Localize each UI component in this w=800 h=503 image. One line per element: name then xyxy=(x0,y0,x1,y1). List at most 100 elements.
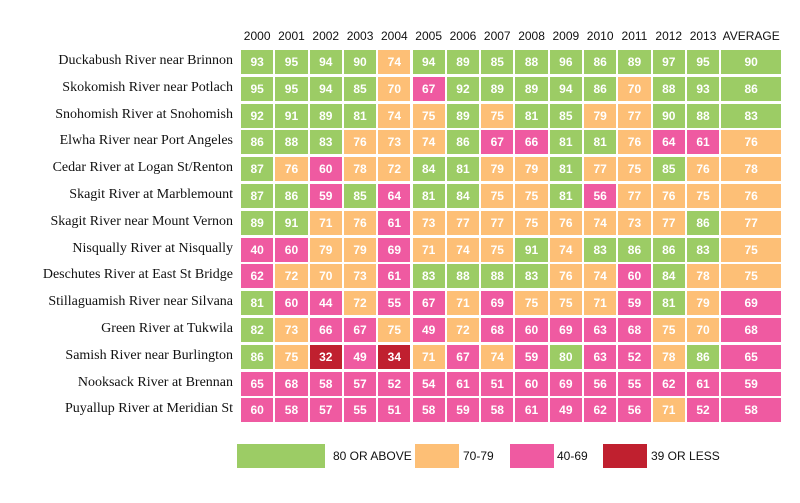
row-label: Elwha River near Port Angeles xyxy=(59,133,233,149)
row-label: Duckabush River near Brinnon xyxy=(58,53,233,68)
heatmap-cell: 83 xyxy=(686,237,720,262)
heatmap-cell: 52 xyxy=(618,344,651,369)
heatmap-cell: 72 xyxy=(378,157,411,182)
heatmap-cell: 75 xyxy=(412,103,445,128)
heatmap-cell: 75 xyxy=(481,237,514,262)
heatmap-cell: 76 xyxy=(652,184,685,208)
heatmap-cell: 60 xyxy=(618,264,651,289)
heatmap-cell: 57 xyxy=(309,398,342,423)
heatmap-cell: 88 xyxy=(652,76,685,101)
heatmap-cell: 79 xyxy=(515,157,548,182)
heatmap-cell: 61 xyxy=(446,371,480,396)
heatmap-cell: 86 xyxy=(241,344,274,369)
heatmap-cell: 71 xyxy=(412,237,445,262)
heatmap-cell: 70 xyxy=(686,318,720,342)
legend-swatch xyxy=(603,444,647,468)
heatmap-cell: 63 xyxy=(584,318,617,342)
legend-swatch xyxy=(510,444,554,468)
row-label: Skagit River at Marblemount xyxy=(69,187,233,202)
heatmap-cell: 62 xyxy=(652,371,685,396)
heatmap-cell: 76 xyxy=(686,157,720,182)
heatmap-cell: 88 xyxy=(515,50,548,74)
heatmap-cell: 55 xyxy=(343,398,377,423)
heatmap-cell: 89 xyxy=(481,76,514,101)
heatmap-cell: 75 xyxy=(481,103,514,128)
row-label: Skagit River near Mount Vernon xyxy=(50,213,234,229)
heatmap-cell: 66 xyxy=(515,130,548,155)
heatmap-cell: 77 xyxy=(618,103,651,128)
heatmap-cell: 58 xyxy=(481,398,514,423)
heatmap-cell: 77 xyxy=(446,210,480,235)
heatmap-cell: 75 xyxy=(515,184,548,208)
heatmap-cell: 61 xyxy=(378,264,411,289)
heatmap-cell: 58 xyxy=(721,398,782,423)
heatmap-cell: 67 xyxy=(412,76,445,101)
legend-label: 40-69 xyxy=(557,449,588,463)
heatmap-cell: 86 xyxy=(241,130,274,155)
heatmap-cell: 97 xyxy=(652,50,685,74)
heatmap-cell: 78 xyxy=(652,344,685,369)
heatmap-cell: 85 xyxy=(343,184,377,208)
heatmap-cell: 76 xyxy=(343,130,377,155)
heatmap-cell: 83 xyxy=(584,237,617,262)
heatmap-cell: 86 xyxy=(584,50,617,74)
heatmap-cell: 74 xyxy=(584,210,617,235)
heatmap-cell: 76 xyxy=(549,210,582,235)
heatmap-cell: 85 xyxy=(343,76,377,101)
heatmap-cell: 67 xyxy=(481,130,514,155)
heatmap-cell: 44 xyxy=(309,291,342,316)
heatmap-cell: 72 xyxy=(275,264,308,289)
heatmap-cell: 94 xyxy=(549,76,582,101)
column-header: 2008 xyxy=(518,29,545,43)
heatmap-cell: 79 xyxy=(343,237,377,262)
heatmap-cell: 75 xyxy=(515,210,548,235)
heatmap-cell: 69 xyxy=(549,318,582,342)
heatmap-cell: 49 xyxy=(412,318,445,342)
row-label: Stillaguamish River near Silvana xyxy=(48,294,233,310)
heatmap-cell: 90 xyxy=(343,50,377,74)
heatmap-cell: 70 xyxy=(618,76,651,101)
heatmap-cell: 60 xyxy=(275,237,308,262)
heatmap-cell: 85 xyxy=(481,50,514,74)
heatmap-cell: 93 xyxy=(241,50,274,74)
heatmap-cell: 75 xyxy=(721,264,782,289)
heatmap-cell: 80 xyxy=(549,344,582,369)
heatmap-cell: 96 xyxy=(549,50,582,74)
heatmap-cell: 81 xyxy=(584,130,617,155)
heatmap-cell: 75 xyxy=(515,291,548,316)
heatmap-cell: 68 xyxy=(721,318,782,342)
heatmap-cell: 74 xyxy=(378,50,411,74)
heatmap-cell: 79 xyxy=(686,291,720,316)
heatmap-cell: 62 xyxy=(584,398,617,423)
heatmap-cell: 72 xyxy=(343,291,377,316)
column-header: 2007 xyxy=(483,29,511,43)
heatmap-cell: 73 xyxy=(343,264,377,289)
row-label: Snohomish River at Snohomish xyxy=(55,106,233,122)
legend-label: 39 OR LESS xyxy=(651,449,720,463)
heatmap-cell: 79 xyxy=(481,157,514,182)
heatmap-cell: 84 xyxy=(446,184,480,208)
heatmap-cell: 64 xyxy=(378,184,411,208)
heatmap-cell: 73 xyxy=(412,210,445,235)
heatmap-cell: 76 xyxy=(275,157,308,182)
heatmap-cell: 86 xyxy=(686,210,720,235)
heatmap-cell: 75 xyxy=(686,184,720,208)
heatmap-cell: 79 xyxy=(309,237,342,262)
heatmap-cell: 90 xyxy=(721,50,782,74)
heatmap-cell: 58 xyxy=(309,371,342,396)
row-label: Nisqually River at Nisqually xyxy=(72,240,233,256)
column-header: AVERAGE xyxy=(722,29,780,43)
heatmap-cell: 76 xyxy=(343,210,377,235)
heatmap-cell: 84 xyxy=(412,157,445,182)
heatmap-cell: 89 xyxy=(309,103,342,128)
heatmap-cell: 94 xyxy=(412,50,445,74)
heatmap-cell: 81 xyxy=(549,130,582,155)
heatmap-cell: 95 xyxy=(241,76,274,101)
column-header: 2002 xyxy=(312,29,340,43)
heatmap-cell: 59 xyxy=(618,291,651,316)
heatmap-cell: 75 xyxy=(721,237,782,262)
heatmap-cell: 73 xyxy=(378,130,411,155)
heatmap-cell: 32 xyxy=(309,344,342,369)
heatmap-cell: 49 xyxy=(343,344,377,369)
